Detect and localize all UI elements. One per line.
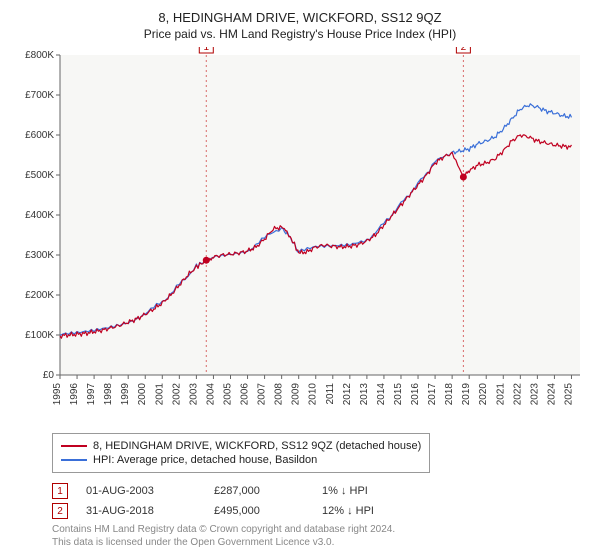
svg-text:2005: 2005 xyxy=(222,383,233,406)
svg-text:2010: 2010 xyxy=(308,383,319,406)
sale-row: 2 31-AUG-2018 £495,000 12% ↓ HPI xyxy=(52,503,590,519)
svg-text:2015: 2015 xyxy=(393,383,404,406)
svg-text:£600K: £600K xyxy=(25,130,54,141)
legend-swatch xyxy=(61,459,87,461)
chart-svg: £0 £100K £200K £300K £400K £500K £600K £700K £80… xyxy=(10,47,590,427)
svg-text:2013: 2013 xyxy=(359,383,370,406)
svg-text:2016: 2016 xyxy=(410,383,421,406)
sale-number-box: 1 xyxy=(52,483,68,499)
svg-text:2003: 2003 xyxy=(188,383,199,406)
svg-text:1995: 1995 xyxy=(52,383,63,406)
chart-title: 8, HEDINGHAM DRIVE, WICKFORD, SS12 9QZ xyxy=(10,10,590,25)
svg-text:£500K: £500K xyxy=(25,170,54,181)
svg-text:1: 1 xyxy=(204,47,210,53)
chart: £0 £100K £200K £300K £400K £500K £600K £700K £80… xyxy=(10,47,590,427)
legend-label: 8, HEDINGHAM DRIVE, WICKFORD, SS12 9QZ (… xyxy=(93,440,421,452)
sale-price: £287,000 xyxy=(214,485,304,497)
svg-text:2006: 2006 xyxy=(240,383,251,406)
svg-text:2025: 2025 xyxy=(563,383,574,406)
svg-text:2011: 2011 xyxy=(325,383,336,405)
svg-text:2014: 2014 xyxy=(376,383,387,406)
sale-delta: 1% ↓ HPI xyxy=(322,485,412,497)
svg-text:1996: 1996 xyxy=(69,383,80,406)
legend: 8, HEDINGHAM DRIVE, WICKFORD, SS12 9QZ (… xyxy=(52,433,430,473)
svg-text:2002: 2002 xyxy=(171,383,182,406)
legend-swatch xyxy=(61,445,87,447)
svg-text:1998: 1998 xyxy=(103,383,114,406)
svg-text:1999: 1999 xyxy=(120,383,131,406)
svg-text:£300K: £300K xyxy=(25,250,54,261)
svg-text:2000: 2000 xyxy=(137,383,148,406)
svg-text:2012: 2012 xyxy=(342,383,353,406)
sale-number-box: 2 xyxy=(52,503,68,519)
svg-text:2009: 2009 xyxy=(291,383,302,406)
svg-text:2023: 2023 xyxy=(529,383,540,406)
svg-text:£400K: £400K xyxy=(25,210,54,221)
svg-text:2007: 2007 xyxy=(257,383,268,406)
svg-text:2018: 2018 xyxy=(444,383,455,406)
svg-text:2020: 2020 xyxy=(478,383,489,406)
svg-text:£700K: £700K xyxy=(25,90,54,101)
sale-date: 31-AUG-2018 xyxy=(86,505,196,517)
svg-text:£800K: £800K xyxy=(25,50,54,61)
svg-text:2024: 2024 xyxy=(546,383,557,406)
svg-text:1997: 1997 xyxy=(86,383,97,406)
svg-text:£100K: £100K xyxy=(25,330,54,341)
sale-row: 1 01-AUG-2003 £287,000 1% ↓ HPI xyxy=(52,483,590,499)
legend-row: HPI: Average price, detached house, Basi… xyxy=(61,454,421,466)
legend-row: 8, HEDINGHAM DRIVE, WICKFORD, SS12 9QZ (… xyxy=(61,440,421,452)
svg-text:2019: 2019 xyxy=(461,383,472,406)
chart-subtitle: Price paid vs. HM Land Registry's House … xyxy=(10,27,590,41)
sale-date: 01-AUG-2003 xyxy=(86,485,196,497)
container: 8, HEDINGHAM DRIVE, WICKFORD, SS12 9QZ P… xyxy=(0,0,600,557)
svg-text:2021: 2021 xyxy=(495,383,506,406)
footer-line-1: Contains HM Land Registry data © Crown c… xyxy=(52,523,590,536)
svg-text:2001: 2001 xyxy=(154,383,165,406)
svg-text:2017: 2017 xyxy=(427,383,438,406)
svg-text:2022: 2022 xyxy=(512,383,523,406)
svg-text:2: 2 xyxy=(461,47,467,53)
sale-price: £495,000 xyxy=(214,505,304,517)
sales-table: 1 01-AUG-2003 £287,000 1% ↓ HPI 2 31-AUG-2018… xyxy=(52,483,590,519)
svg-text:2008: 2008 xyxy=(274,383,285,406)
svg-text:£200K: £200K xyxy=(25,290,54,301)
footer: Contains HM Land Registry data © Crown c… xyxy=(52,523,590,549)
footer-line-2: This data is licensed under the Open Gov… xyxy=(52,536,590,549)
sale-delta: 12% ↓ HPI xyxy=(322,505,412,517)
legend-label: HPI: Average price, detached house, Basi… xyxy=(93,454,317,466)
svg-text:£0: £0 xyxy=(43,370,55,381)
svg-text:2004: 2004 xyxy=(205,383,216,406)
